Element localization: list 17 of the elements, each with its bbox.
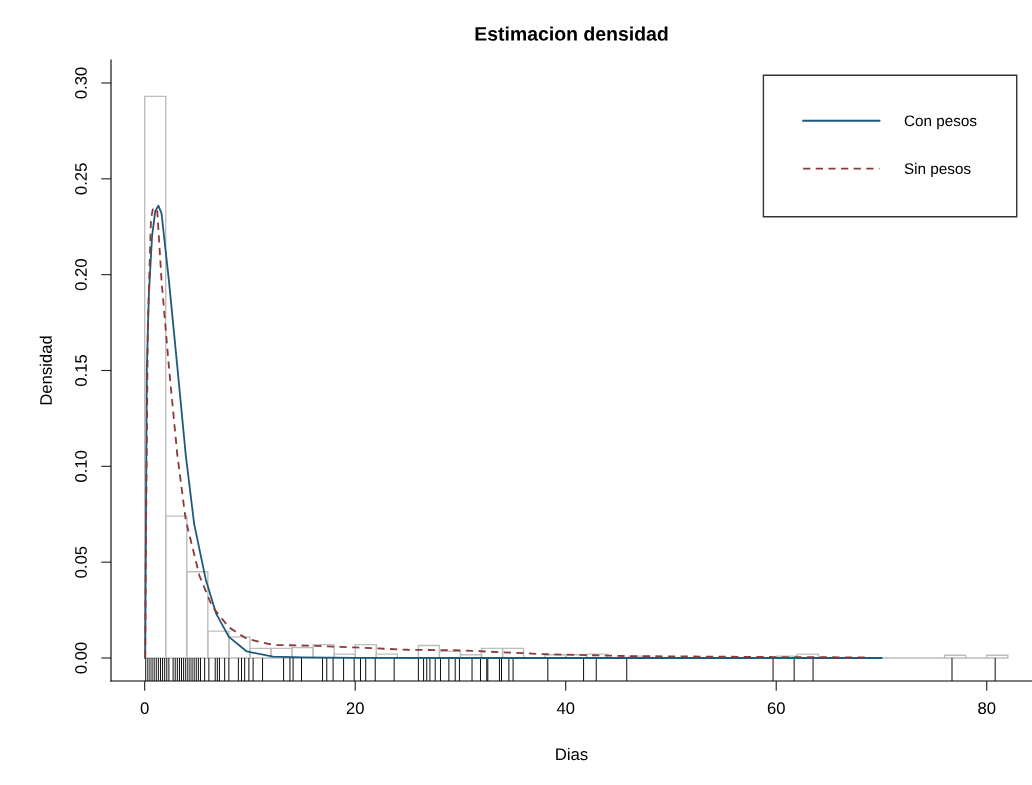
legend-label: Sin pesos [904,162,971,178]
y-tick-label: 0.20 [75,259,87,291]
y-tick-label: 0.15 [75,354,87,387]
legend-label: Con pesos [904,115,977,130]
x-tick-label: 40 [556,702,575,715]
x-tick-label: 80 [978,702,996,715]
x-tick-label: 20 [346,702,364,715]
y-tick-label: 0.00 [75,642,87,674]
y-axis-title: Densidad [39,336,52,405]
y-tick-label: 0.10 [75,450,87,482]
x-tick-label: 0 [140,702,149,715]
y-tick-label: 0.05 [75,546,87,578]
chart-title: Estimacion densidad [475,26,668,41]
x-axis-title: Dias [556,747,588,761]
x-tick-label: 60 [767,702,785,715]
y-tick-label: 0.25 [75,163,87,195]
y-tick-label: 0.30 [75,67,87,99]
